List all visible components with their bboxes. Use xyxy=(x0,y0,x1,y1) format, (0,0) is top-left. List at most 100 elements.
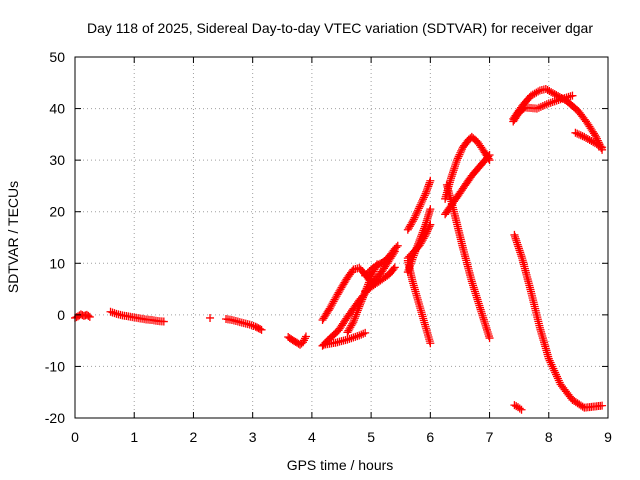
data-point xyxy=(578,402,587,411)
series-seg08 xyxy=(319,328,370,349)
data-point xyxy=(335,286,344,295)
data-point xyxy=(345,324,354,333)
data-point xyxy=(542,100,551,109)
series-seg05 xyxy=(284,332,310,349)
data-point xyxy=(359,329,368,338)
data-point xyxy=(410,213,419,222)
series-seg13 xyxy=(403,176,435,234)
data-point xyxy=(358,293,367,302)
data-point xyxy=(85,312,94,321)
data-point xyxy=(351,332,360,341)
data-point xyxy=(534,103,543,112)
data-point xyxy=(417,198,426,207)
data-point xyxy=(426,339,435,348)
data-point xyxy=(343,328,352,337)
data-point xyxy=(568,91,577,100)
x-tick-label: 7 xyxy=(486,429,494,445)
series-seg22 xyxy=(510,230,607,412)
data-point xyxy=(416,200,425,209)
data-point xyxy=(548,89,557,98)
data-point xyxy=(578,132,587,141)
data-point xyxy=(550,90,559,99)
data-point xyxy=(247,321,256,330)
data-point xyxy=(366,274,375,283)
data-point xyxy=(449,168,458,177)
data-point xyxy=(418,197,427,206)
data-point xyxy=(257,325,266,334)
data-point xyxy=(426,176,435,185)
data-point xyxy=(423,184,432,193)
data-point xyxy=(449,166,458,175)
data-point xyxy=(598,143,607,152)
data-point xyxy=(598,401,607,410)
y-tick-label: -20 xyxy=(45,410,65,426)
series-seg10 xyxy=(361,241,402,280)
data-point xyxy=(332,292,341,301)
data-point xyxy=(346,323,355,332)
data-point xyxy=(249,322,258,331)
data-point xyxy=(447,172,456,181)
data-point xyxy=(356,300,365,309)
data-point xyxy=(327,301,336,310)
y-tick-label: 50 xyxy=(49,49,65,65)
chart-title: Day 118 of 2025, Sidereal Day-to-day VTE… xyxy=(87,20,593,36)
data-point xyxy=(349,333,358,342)
series-seg15 xyxy=(403,256,435,348)
data-point xyxy=(544,99,553,108)
data-point xyxy=(452,156,461,165)
data-point xyxy=(408,217,417,226)
x-tick-label: 3 xyxy=(249,429,257,445)
data-point xyxy=(333,290,342,299)
x-axis-label: GPS time / hours xyxy=(287,457,394,473)
series-seg02 xyxy=(106,307,168,326)
data-point xyxy=(424,224,433,233)
data-point xyxy=(324,306,333,315)
y-tick-label: 30 xyxy=(49,152,65,168)
data-point xyxy=(392,243,401,252)
data-point xyxy=(421,230,430,239)
data-point xyxy=(330,295,339,304)
data-point xyxy=(451,162,460,171)
x-tick-label: 0 xyxy=(71,429,79,445)
data-point xyxy=(416,239,425,248)
x-tick-label: 6 xyxy=(426,429,434,445)
data-point xyxy=(357,330,366,339)
data-point xyxy=(412,209,421,218)
y-tick-label: -10 xyxy=(45,358,65,374)
data-point xyxy=(455,150,464,159)
x-tick-label: 2 xyxy=(190,429,198,445)
data-point xyxy=(256,325,265,334)
data-point xyxy=(354,304,363,313)
data-point xyxy=(414,204,423,213)
data-point xyxy=(485,150,494,159)
data-point xyxy=(331,293,340,302)
data-point xyxy=(406,220,415,229)
data-point xyxy=(559,94,568,103)
y-tick-label: 20 xyxy=(49,204,65,220)
series-seg19 xyxy=(509,91,577,126)
data-point xyxy=(515,404,524,413)
data-point xyxy=(456,148,465,157)
series-seg04 xyxy=(222,314,266,334)
x-tick-label: 8 xyxy=(545,429,553,445)
data-point xyxy=(485,334,494,343)
data-point xyxy=(591,131,600,140)
data-point xyxy=(426,220,435,229)
data-point xyxy=(353,332,362,341)
data-point xyxy=(359,291,368,300)
data-point xyxy=(552,372,561,381)
data-point xyxy=(413,208,422,217)
data-point xyxy=(420,191,429,200)
data-point xyxy=(349,318,358,327)
data-point xyxy=(334,288,343,297)
data-point xyxy=(448,170,457,179)
data-point xyxy=(299,336,308,345)
data-point xyxy=(484,152,493,161)
data-point xyxy=(409,215,418,224)
data-point xyxy=(357,297,366,306)
data-point xyxy=(549,364,558,373)
data-point xyxy=(419,195,428,204)
data-point xyxy=(553,374,562,383)
data-point xyxy=(447,174,456,183)
